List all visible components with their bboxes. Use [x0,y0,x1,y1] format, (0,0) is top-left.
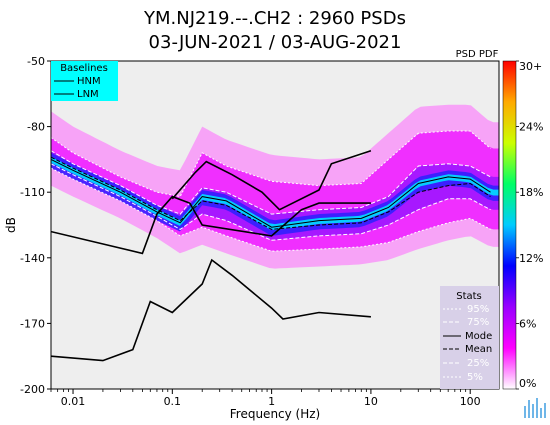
chart-title-line2: 03-JUN-2021 / 03-AUG-2021 [149,32,402,53]
colorbar-title: PSD PDF [456,49,499,60]
baselines-legend-title: Baselines [60,63,108,74]
colorbar-tick-label: 0% [519,377,536,390]
density-band-peak [51,156,499,230]
stats-lines-layer [51,130,491,252]
x-tick-label: 100 [460,395,481,408]
stat-line-mean [51,156,491,230]
stats-legend-title: Stats [456,291,482,302]
plot-frame [50,60,500,390]
legend-mean-label: Mean [465,344,492,355]
y-tick-label: -170 [20,317,45,330]
legend-mode-label: Mode [465,331,492,342]
baselines-legend: Baselines HNM LNM [51,61,118,101]
stat-line-75pct [51,150,491,215]
baseline-lines-layer [51,149,372,362]
axes-layer: -50 -80 -110 -140 -170 -200 0.01 0.1 1 10 100 [20,55,481,408]
legend-75-label: 75% [467,317,489,328]
station-logo-icon [524,398,546,418]
x-axis-label: Frequency (Hz) [230,407,321,421]
stat-line-95pct [51,130,491,198]
x-tick-label: 10 [364,395,378,408]
colorbar-ticks: 30+ 24% 18% 12% 6% 0% [516,60,543,390]
baseline-hnm-line [171,149,372,211]
colorbar-tick-label: 30+ [519,60,542,73]
chart-title-line1: YM.NJ219.--.CH2 : 2960 PSDs [143,8,406,29]
logo-bar-1 [524,406,526,418]
baseline-nlnm-line [51,258,371,362]
logo-bar-4 [536,398,538,418]
legend-25-label: 25% [467,358,489,369]
colorbar-tick-label: 12% [519,252,543,265]
y-tick-label: -140 [20,252,45,265]
x-tick-label: 0.01 [61,395,86,408]
x-tick-label: 0.1 [164,395,182,408]
colorbar-tick-label: 18% [519,186,543,199]
x-tick-label: 1 [268,395,275,408]
logo-bar-6 [544,403,546,418]
legend-hnm-label: HNM [77,76,101,87]
stats-legend-box [440,286,499,389]
baseline-lnm-line [51,195,371,255]
colorbar-tick-label: 24% [519,121,543,134]
logo-bar-5 [540,408,542,418]
stat-line-mode [51,158,491,228]
y-tick-label: -110 [20,186,45,199]
stats-legend: Stats 95% 75% Mode Mean 25% 5% [440,286,499,389]
legend-lnm-label: LNM [77,89,99,100]
y-tick-label: -80 [27,121,45,134]
stat-line-25pct [51,163,491,241]
colorbar [502,60,517,390]
colorbar-tick-label: 6% [519,317,536,330]
logo-bar-3 [532,404,534,418]
legend-5-label: 5% [467,372,483,383]
stat-line-5pct [51,167,491,252]
y-axis-label: dB [4,217,18,233]
legend-95-label: 95% [467,304,489,315]
logo-bar-2 [528,400,530,418]
y-tick-label: -50 [27,55,45,68]
y-tick-label: -200 [20,383,45,396]
